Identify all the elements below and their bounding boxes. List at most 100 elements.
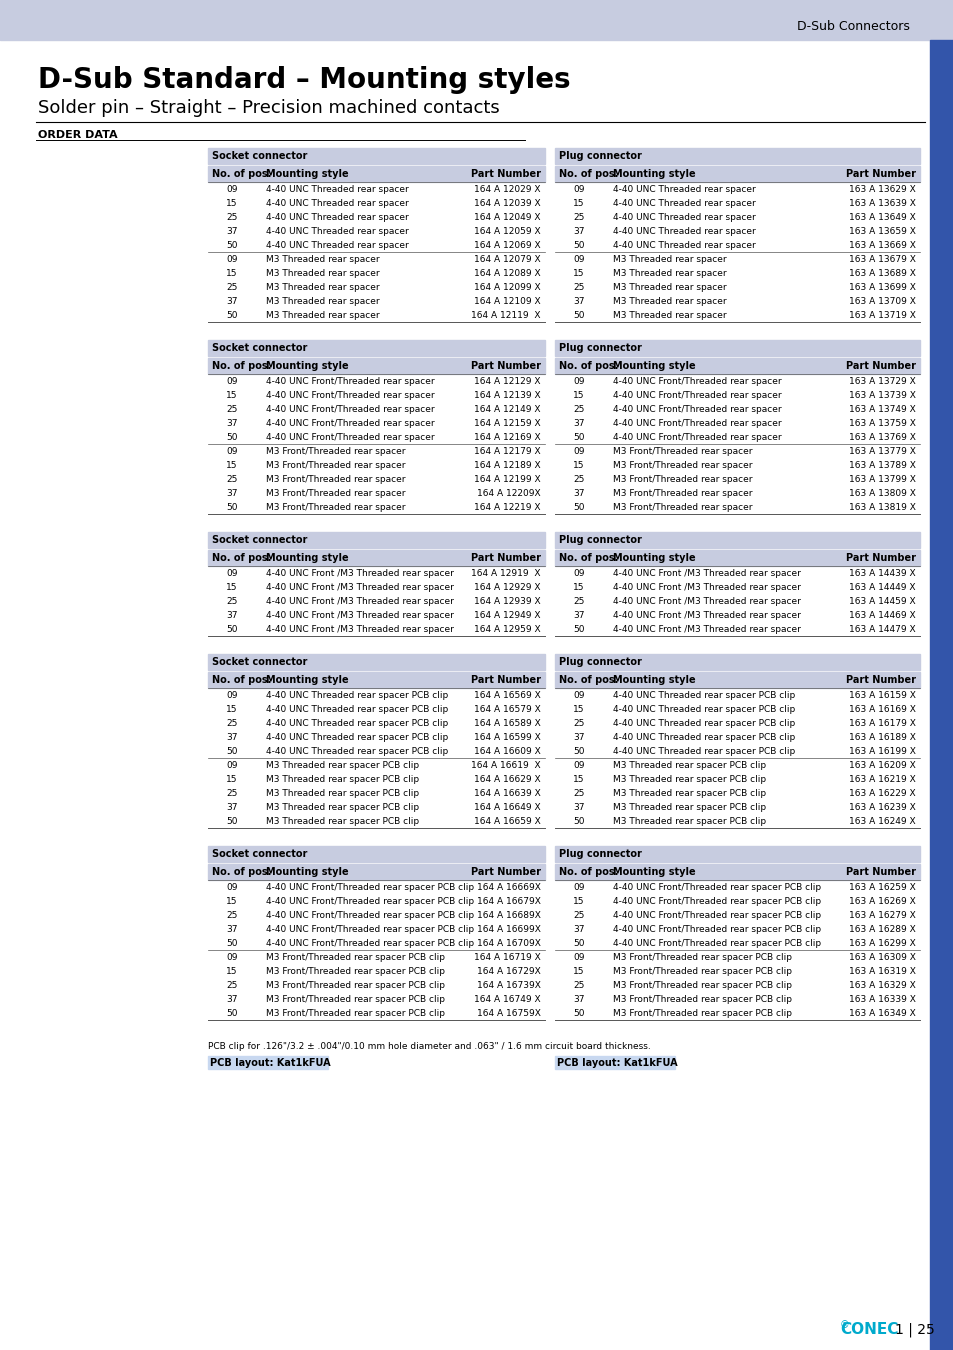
Text: 4-40 UNC Front/Threaded rear spacer: 4-40 UNC Front/Threaded rear spacer (266, 432, 435, 441)
Bar (208, 846, 544, 863)
Text: 4-40 UNC Threaded rear spacer PCB clip: 4-40 UNC Threaded rear spacer PCB clip (613, 747, 795, 756)
Text: 4-40 UNC Threaded rear spacer: 4-40 UNC Threaded rear spacer (266, 227, 408, 235)
Text: M3 Threaded rear spacer PCB clip: M3 Threaded rear spacer PCB clip (613, 817, 765, 825)
Text: M3 Front/Threaded rear spacer PCB clip: M3 Front/Threaded rear spacer PCB clip (266, 980, 444, 990)
Text: Part Number: Part Number (471, 675, 540, 684)
Bar (208, 672, 544, 688)
Text: M3 Front/Threaded rear spacer PCB clip: M3 Front/Threaded rear spacer PCB clip (613, 980, 791, 990)
Text: Socket connector: Socket connector (212, 849, 307, 859)
Text: M3 Front/Threaded rear spacer: M3 Front/Threaded rear spacer (266, 447, 405, 455)
Text: 25: 25 (573, 980, 584, 990)
Text: 25: 25 (226, 212, 237, 221)
Text: M3 Threaded rear spacer PCB clip: M3 Threaded rear spacer PCB clip (266, 760, 418, 770)
Text: 4-40 UNC Front/Threaded rear spacer PCB clip: 4-40 UNC Front/Threaded rear spacer PCB … (266, 896, 474, 906)
Text: M3 Threaded rear spacer: M3 Threaded rear spacer (266, 297, 379, 305)
Text: 163 A 13649 X: 163 A 13649 X (848, 212, 915, 221)
Text: 4-40 UNC Threaded rear spacer PCB clip: 4-40 UNC Threaded rear spacer PCB clip (266, 733, 448, 741)
Text: 164 A 12039 X: 164 A 12039 X (474, 198, 540, 208)
Text: 163 A 16219 X: 163 A 16219 X (848, 775, 915, 783)
Bar (555, 846, 919, 863)
Text: 15: 15 (226, 967, 237, 976)
Text: 4-40 UNC Threaded rear spacer PCB clip: 4-40 UNC Threaded rear spacer PCB clip (613, 705, 795, 714)
Text: 37: 37 (226, 610, 237, 620)
Text: 09: 09 (573, 883, 584, 891)
Text: M3 Threaded rear spacer: M3 Threaded rear spacer (266, 282, 379, 292)
Bar (0, 0, 953, 40)
Bar (208, 148, 544, 163)
Text: 37: 37 (573, 489, 584, 498)
Text: 4-40 UNC Front /M3 Threaded rear spacer: 4-40 UNC Front /M3 Threaded rear spacer (613, 610, 800, 620)
Text: Socket connector: Socket connector (212, 151, 307, 161)
Text: M3 Front/Threaded rear spacer: M3 Front/Threaded rear spacer (266, 502, 405, 512)
Text: Part Number: Part Number (845, 554, 915, 563)
Text: 163 A 16229 X: 163 A 16229 X (848, 788, 915, 798)
Text: 163 A 13729 X: 163 A 13729 X (848, 377, 915, 386)
Text: 4-40 UNC Front /M3 Threaded rear spacer: 4-40 UNC Front /M3 Threaded rear spacer (613, 625, 800, 633)
Text: 09: 09 (226, 883, 237, 891)
Text: 163 A 16319 X: 163 A 16319 X (848, 967, 915, 976)
Text: 25: 25 (226, 788, 237, 798)
Text: M3 Threaded rear spacer: M3 Threaded rear spacer (613, 255, 726, 263)
Bar (555, 166, 919, 182)
Text: M3 Front/Threaded rear spacer: M3 Front/Threaded rear spacer (613, 474, 752, 483)
Text: M3 Threaded rear spacer PCB clip: M3 Threaded rear spacer PCB clip (266, 775, 418, 783)
Bar (208, 549, 544, 566)
Text: 164 A 12919  X: 164 A 12919 X (471, 568, 540, 578)
Text: 164 A 12209X: 164 A 12209X (476, 489, 540, 498)
Text: 50: 50 (226, 240, 237, 250)
Text: 163 A 13679 X: 163 A 13679 X (848, 255, 915, 263)
Text: M3 Front/Threaded rear spacer PCB clip: M3 Front/Threaded rear spacer PCB clip (266, 1008, 444, 1018)
Bar (555, 532, 919, 548)
Bar (208, 864, 544, 880)
Text: 09: 09 (573, 568, 584, 578)
Text: 164 A 12949 X: 164 A 12949 X (474, 610, 540, 620)
Text: 163 A 16159 X: 163 A 16159 X (848, 690, 915, 699)
Text: 15: 15 (226, 582, 237, 591)
Text: 50: 50 (226, 817, 237, 825)
Text: 4-40 UNC Front /M3 Threaded rear spacer: 4-40 UNC Front /M3 Threaded rear spacer (266, 568, 454, 578)
Text: Solder pin – Straight – Precision machined contacts: Solder pin – Straight – Precision machin… (38, 99, 499, 117)
Text: 15: 15 (226, 390, 237, 400)
Text: 4-40 UNC Front/Threaded rear spacer PCB clip: 4-40 UNC Front/Threaded rear spacer PCB … (613, 925, 821, 933)
Text: 163 A 13669 X: 163 A 13669 X (848, 240, 915, 250)
Text: 164 A 16709X: 164 A 16709X (476, 938, 540, 948)
Text: 4-40 UNC Threaded rear spacer PCB clip: 4-40 UNC Threaded rear spacer PCB clip (266, 718, 448, 728)
Text: Part Number: Part Number (845, 360, 915, 371)
Text: 09: 09 (226, 255, 237, 263)
Text: 164 A 12089 X: 164 A 12089 X (474, 269, 540, 278)
Text: M3 Front/Threaded rear spacer PCB clip: M3 Front/Threaded rear spacer PCB clip (613, 1008, 791, 1018)
Text: 163 A 16329 X: 163 A 16329 X (848, 980, 915, 990)
Text: 50: 50 (226, 625, 237, 633)
Text: Mounting style: Mounting style (613, 554, 695, 563)
Text: 37: 37 (573, 925, 584, 933)
Text: 4-40 UNC Threaded rear spacer: 4-40 UNC Threaded rear spacer (266, 212, 408, 221)
Text: 164 A 16749 X: 164 A 16749 X (474, 995, 540, 1003)
Text: 4-40 UNC Front /M3 Threaded rear spacer: 4-40 UNC Front /M3 Threaded rear spacer (613, 568, 800, 578)
Text: 163 A 16199 X: 163 A 16199 X (848, 747, 915, 756)
Text: 15: 15 (573, 775, 584, 783)
Text: 4-40 UNC Front/Threaded rear spacer: 4-40 UNC Front/Threaded rear spacer (266, 405, 435, 413)
Text: 4-40 UNC Threaded rear spacer PCB clip: 4-40 UNC Threaded rear spacer PCB clip (266, 747, 448, 756)
Text: 25: 25 (573, 910, 584, 919)
Text: 163 A 13689 X: 163 A 13689 X (848, 269, 915, 278)
Text: 164 A 12139 X: 164 A 12139 X (474, 390, 540, 400)
Text: 50: 50 (226, 502, 237, 512)
Text: 37: 37 (226, 489, 237, 498)
Text: 4-40 UNC Threaded rear spacer: 4-40 UNC Threaded rear spacer (266, 185, 408, 193)
Text: Plug connector: Plug connector (558, 535, 641, 545)
Text: Mounting style: Mounting style (613, 169, 695, 180)
Text: 50: 50 (226, 938, 237, 948)
Text: No. of pos.: No. of pos. (212, 554, 271, 563)
Text: 163 A 13819 X: 163 A 13819 X (848, 502, 915, 512)
Text: No. of pos.: No. of pos. (212, 867, 271, 878)
Text: Plug connector: Plug connector (558, 151, 641, 161)
Bar (555, 358, 919, 374)
Text: 163 A 13789 X: 163 A 13789 X (848, 460, 915, 470)
Text: 163 A 16169 X: 163 A 16169 X (848, 705, 915, 714)
Text: M3 Front/Threaded rear spacer PCB clip: M3 Front/Threaded rear spacer PCB clip (266, 953, 444, 961)
Text: 164 A 16739X: 164 A 16739X (476, 980, 540, 990)
Text: 37: 37 (573, 733, 584, 741)
Text: 164 A 12929 X: 164 A 12929 X (474, 582, 540, 591)
Text: Mounting style: Mounting style (613, 675, 695, 684)
Text: M3 Threaded rear spacer: M3 Threaded rear spacer (613, 269, 726, 278)
